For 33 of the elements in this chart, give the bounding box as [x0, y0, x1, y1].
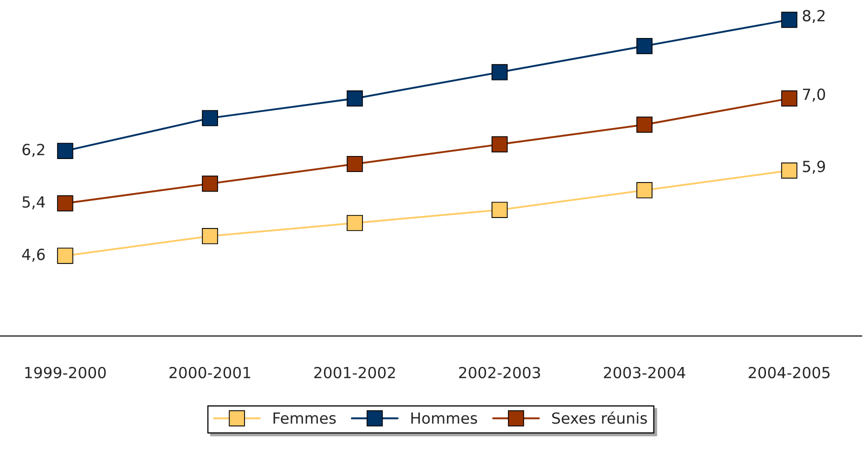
x-tick-label: 2001-2002: [314, 366, 395, 378]
x-tick-label: 2004-2005: [748, 366, 830, 378]
data-label: 5,4: [22, 196, 45, 210]
legend-label: Sexes réunis: [552, 411, 647, 424]
data-label: 5,9: [802, 160, 825, 174]
data-label: 7,0: [803, 88, 826, 102]
point: [781, 12, 798, 28]
legend-label: Femmes: [274, 412, 336, 424]
x-tick-label: 2003-2004: [604, 366, 686, 378]
point: [346, 214, 363, 232]
point: [57, 248, 74, 264]
point: [781, 90, 798, 107]
point: [346, 156, 363, 172]
point: [636, 116, 652, 133]
data-label: 8,2: [802, 10, 825, 24]
x-tick-label: 1999-2000: [25, 366, 106, 378]
x-tick-label: 2000-2001: [169, 366, 250, 378]
point: [57, 195, 74, 212]
point: [636, 38, 652, 54]
point: [202, 176, 218, 192]
point: [57, 142, 74, 159]
data-label: 6,2: [22, 144, 44, 157]
point: [492, 64, 508, 80]
legend-label: Hommes: [411, 412, 478, 424]
x-tick-label: 2002-2003: [459, 366, 540, 378]
point: [492, 202, 508, 218]
data-label: 4,6: [22, 248, 45, 262]
point: [202, 228, 218, 244]
point: [346, 90, 363, 107]
point: [636, 182, 652, 198]
point: [781, 162, 798, 179]
point: [202, 110, 218, 126]
point: [492, 136, 508, 152]
